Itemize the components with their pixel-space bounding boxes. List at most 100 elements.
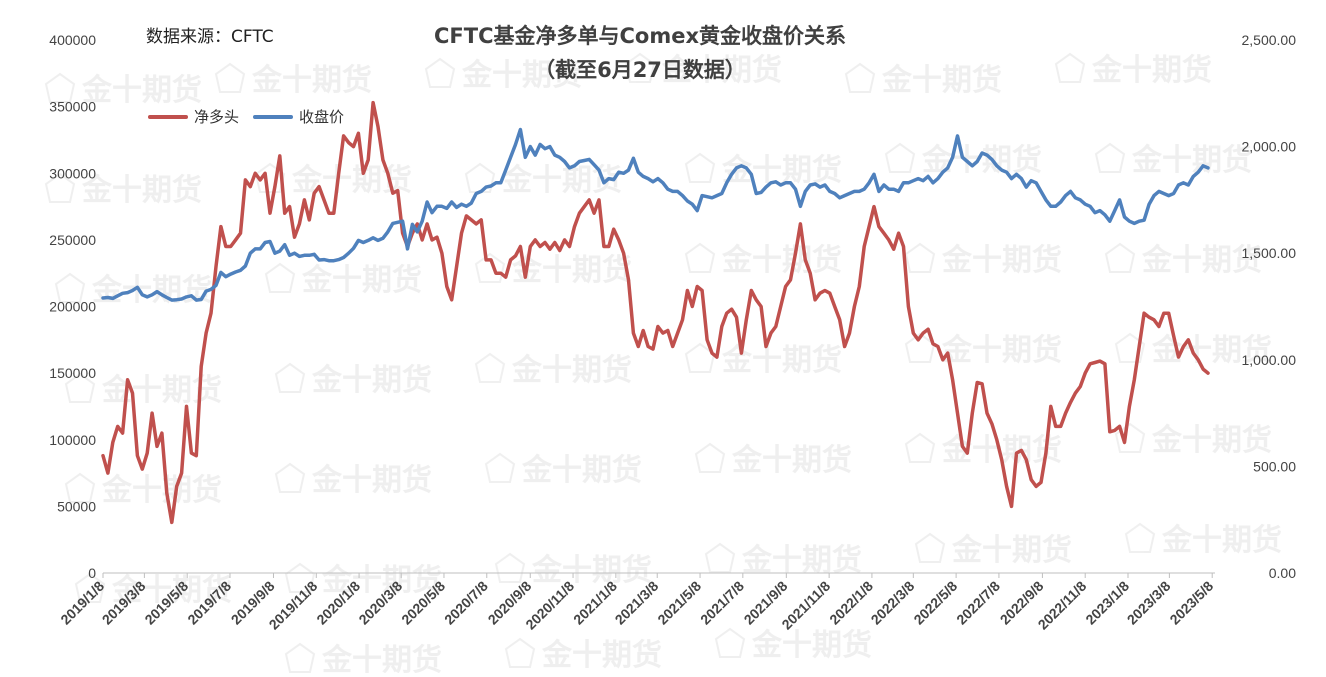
watermark-text: 金十期货: [301, 263, 422, 297]
watermark-logo: [914, 532, 946, 563]
watermark-text: 金十期货: [741, 543, 862, 577]
watermark-logo: [214, 62, 246, 93]
data-source-label: 数据来源：CFTC: [146, 27, 274, 47]
watermark-text: 金十期货: [1151, 333, 1272, 367]
right-tick-label: 0.00: [1269, 565, 1296, 581]
legend-swatch-close: [253, 114, 294, 119]
watermark-logo: [484, 452, 516, 483]
watermark-logo: [74, 572, 106, 603]
watermark-logo: [904, 432, 936, 463]
watermark: 金十期货: [474, 352, 632, 387]
x-tick-label: 2023/3/8: [1124, 578, 1174, 628]
x-tick-label: 2022/7/8: [953, 578, 1003, 628]
watermark-text: 金十期货: [251, 63, 372, 97]
right-tick-label: 1,000.00: [1242, 352, 1297, 368]
watermark-logo: [1124, 522, 1156, 553]
watermark-text: 金十期货: [1091, 53, 1212, 87]
watermark-logo: [1114, 422, 1146, 453]
watermark-text: 金十期货: [941, 243, 1062, 277]
x-tick-label: 2023/5/8: [1166, 578, 1216, 628]
watermark-logo: [624, 52, 656, 83]
left-tick-label: 150000: [49, 365, 96, 381]
legend-swatch-net-long: [148, 114, 188, 119]
watermark-text: 金十期货: [521, 453, 642, 487]
chart-subtitle: （截至6月27日数据）: [534, 58, 746, 82]
legend-item-close: 收盘价: [253, 106, 344, 127]
watermark: 金十期货: [884, 142, 1042, 177]
watermark-text: 金十期货: [721, 153, 842, 187]
watermark: 金十期货: [214, 62, 372, 97]
watermark: 金十期货: [424, 57, 582, 92]
watermark-logo: [64, 472, 96, 503]
watermark-text: 金十期货: [1151, 423, 1272, 457]
left-tick-label: 300000: [49, 165, 96, 181]
left-tick-label: 0: [88, 565, 96, 581]
watermark-text: 金十期货: [511, 353, 632, 387]
legend-item-net-long: 净多头: [148, 106, 239, 127]
left-tick-label: 350000: [49, 99, 96, 115]
watermark-text: 金十期货: [81, 173, 202, 207]
watermark-text: 金十期货: [541, 638, 662, 672]
watermark-text: 金十期货: [101, 373, 222, 407]
x-tick-label: 2022/5/8: [910, 578, 960, 628]
watermark: 金十期货: [494, 552, 652, 587]
watermark-text: 金十期货: [721, 243, 842, 277]
watermark-text: 金十期货: [941, 333, 1062, 367]
watermark-logo: [904, 242, 936, 273]
watermark-logo: [504, 637, 536, 668]
right-tick-label: 1,500.00: [1242, 245, 1297, 261]
watermark-text: 金十期货: [321, 563, 442, 597]
watermark: 金十期货: [474, 252, 632, 287]
watermark-logo: [494, 552, 526, 583]
x-tick-label: 2021/5/8: [654, 578, 704, 628]
watermark: 金十期货: [274, 362, 432, 397]
watermark-text: 金十期货: [461, 58, 582, 92]
watermark-text: 金十期货: [321, 643, 442, 673]
watermark-logo: [684, 152, 716, 183]
chart-title: CFTC基金净多单与Comex黄金收盘价关系: [433, 24, 846, 48]
watermark-logo: [714, 627, 746, 658]
left-tick-label: 100000: [49, 432, 96, 448]
x-tick-label: 2021/7/8: [697, 578, 747, 628]
left-tick-label: 400000: [49, 32, 96, 48]
watermark: 金十期货: [504, 637, 662, 672]
left-axis: 0 50000 100000 150000 200000 250000 300000 3500…: [49, 32, 96, 581]
watermark-logo: [1094, 142, 1126, 173]
watermark-text: 金十期货: [731, 443, 852, 477]
watermark: 金十期货: [74, 572, 232, 607]
left-tick-label: 250000: [49, 232, 96, 248]
watermark: 金十期货: [1124, 522, 1282, 557]
series-line-close: [101, 127, 1210, 302]
watermark-text: 金十期货: [661, 53, 782, 87]
x-tick-label: 2022/3/8: [868, 578, 918, 628]
series-line-net-long: [101, 100, 1210, 525]
legend-label-net-long: 净多头: [194, 108, 240, 126]
watermark: 金十期货: [1094, 142, 1252, 177]
watermark-logo: [284, 642, 316, 673]
right-axis: 0.00 500.00 1,000.00 1,500.00 2,000.00 2,500.…: [1242, 32, 1297, 581]
watermark-text: 金十期货: [81, 73, 202, 107]
watermark-logo: [844, 62, 876, 93]
watermark-logo: [54, 272, 86, 303]
watermark-logo: [474, 352, 506, 383]
right-tick-label: 2,500.00: [1242, 32, 1297, 48]
watermark: 金十期货: [64, 472, 222, 507]
watermark-text: 金十期货: [1161, 523, 1282, 557]
watermark: 金十期货: [1114, 332, 1272, 367]
left-tick-label: 200000: [49, 299, 96, 315]
watermark: 金十期货: [694, 442, 852, 477]
watermark-logo: [264, 262, 296, 293]
watermark-logo: [704, 542, 736, 573]
watermark-logo: [474, 252, 506, 283]
watermark-logo: [1054, 52, 1086, 83]
watermark: 金十期货: [54, 272, 212, 307]
watermark: 金十期货: [844, 62, 1002, 97]
watermark-logo: [884, 142, 916, 173]
watermark-logo: [274, 362, 306, 393]
left-tick-label: 50000: [57, 498, 96, 514]
watermark-logo: [684, 242, 716, 273]
watermark-logo: [1104, 242, 1136, 273]
